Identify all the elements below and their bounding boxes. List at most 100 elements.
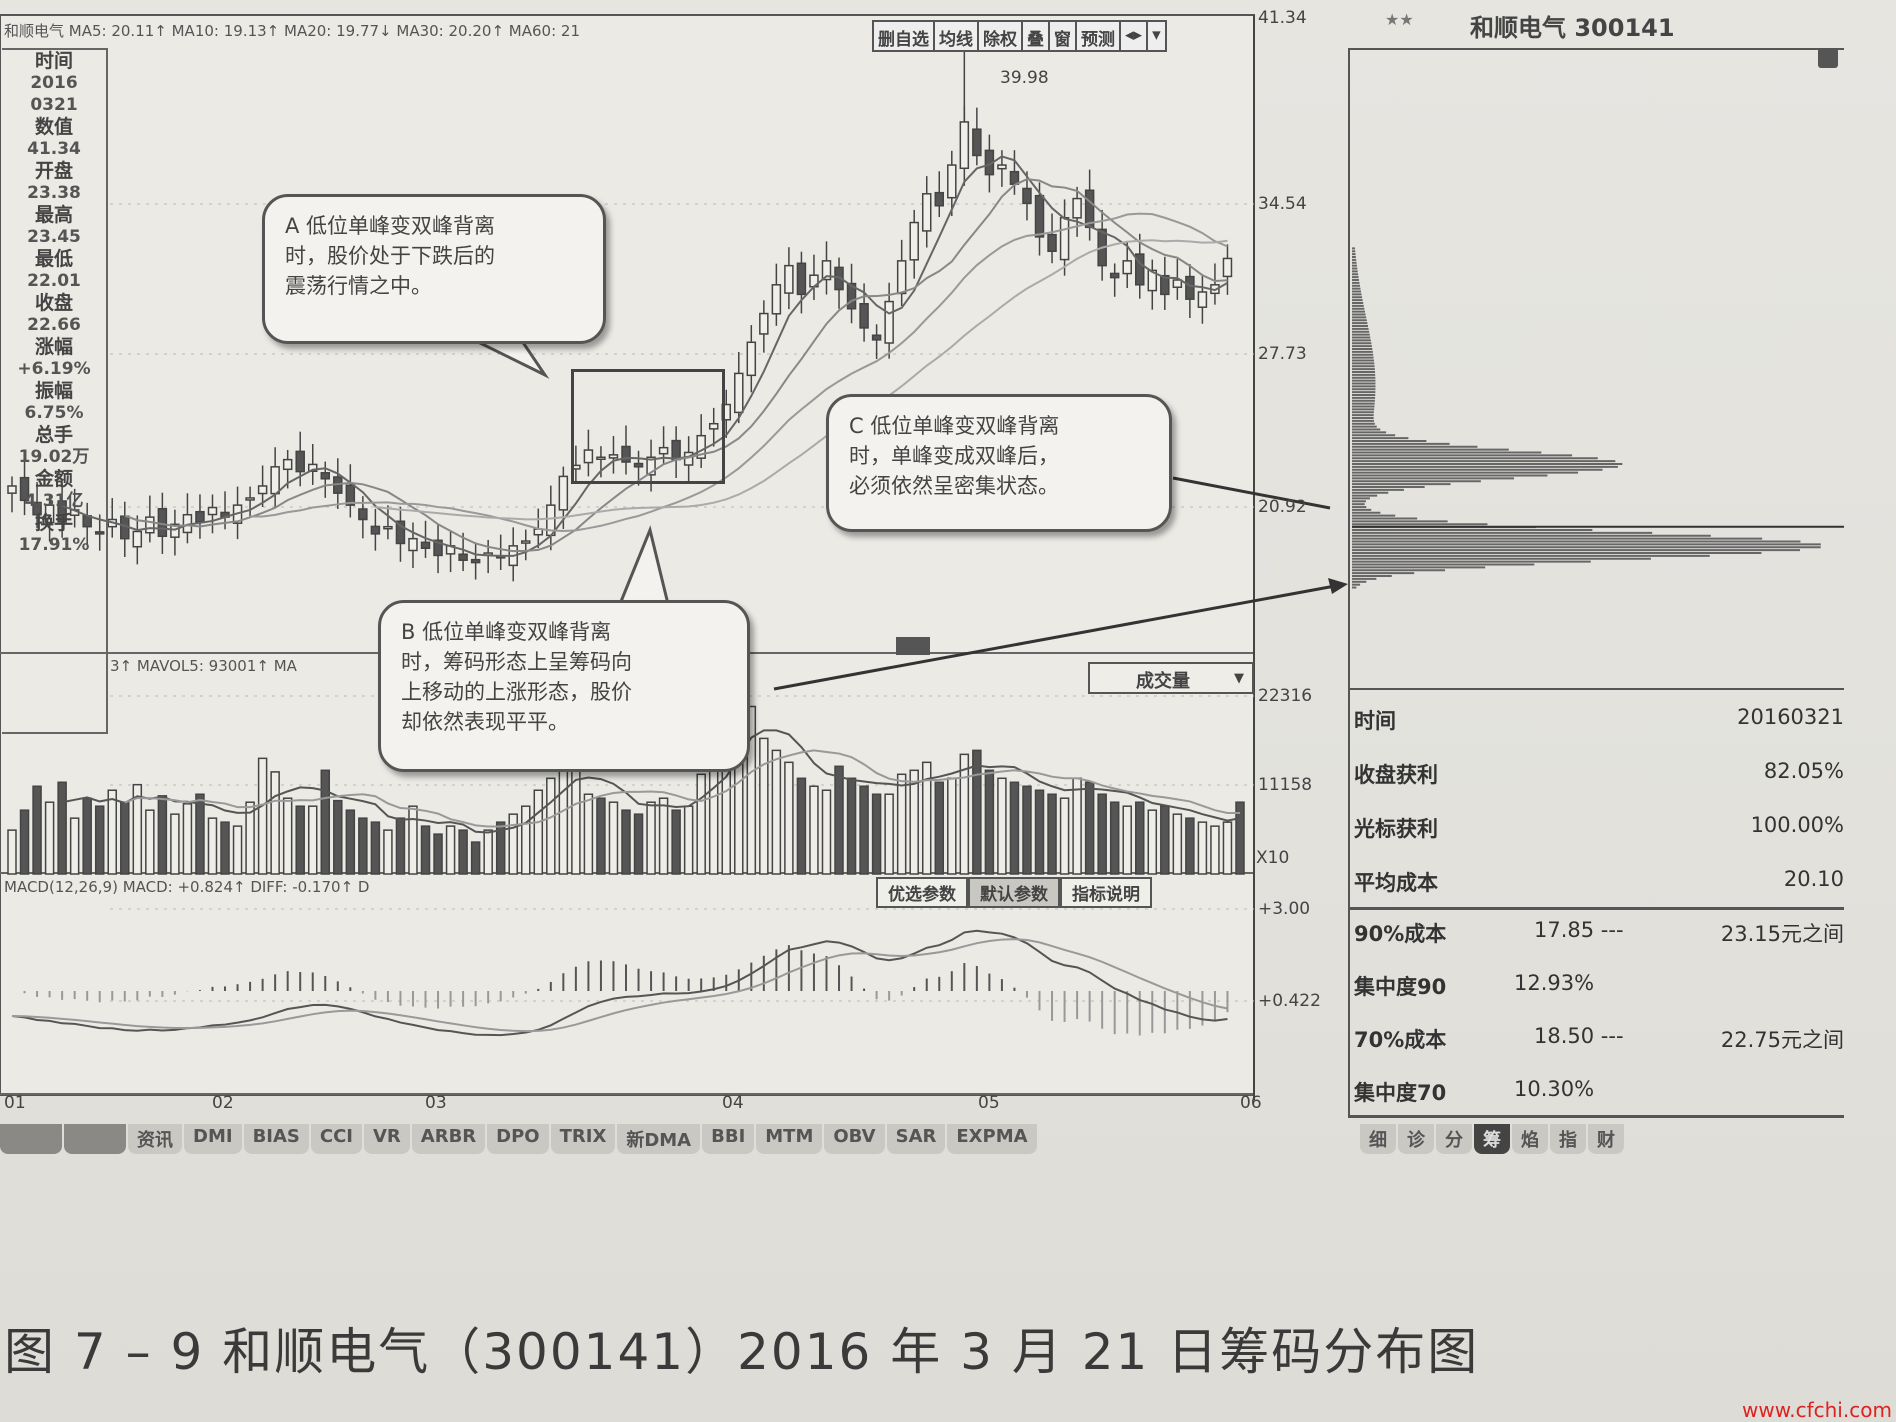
candle-body: [19, 476, 30, 502]
stat-value: 100.00%: [1750, 813, 1844, 837]
ma-button[interactable]: 均线: [935, 22, 979, 50]
candle-body: [997, 164, 1007, 170]
candle-body: [784, 264, 794, 294]
volume-bar: [1109, 801, 1120, 875]
tab[interactable]: 财: [1588, 1124, 1624, 1154]
date-tick: 05: [978, 1093, 1000, 1113]
tab[interactable]: [64, 1124, 126, 1154]
volume-bar: [1047, 793, 1057, 875]
tab[interactable]: 资讯: [128, 1124, 182, 1154]
volume-bar: [282, 797, 293, 875]
tab[interactable]: DPO: [487, 1124, 549, 1154]
date-tick: 01: [4, 1093, 26, 1113]
tab[interactable]: 焰: [1512, 1124, 1548, 1154]
volume-bar: [1235, 801, 1245, 875]
tab[interactable]: 指: [1550, 1124, 1586, 1154]
optimal-params-button[interactable]: 优选参数: [876, 877, 968, 908]
candle-body: [759, 312, 769, 335]
info-value: 23.38: [27, 183, 81, 203]
tab[interactable]: 细: [1360, 1124, 1396, 1154]
callout-line: A 低位单峰变双峰背离: [285, 214, 496, 238]
tab[interactable]: ARBR: [411, 1124, 486, 1154]
candle-body: [734, 372, 744, 414]
candle-body: [1122, 260, 1132, 275]
volume-bar: [245, 801, 255, 875]
chevron-down-icon[interactable]: ▾: [1148, 22, 1165, 50]
tab[interactable]: TRIX: [550, 1124, 616, 1154]
callout-a: A 低位单峰变双峰背离 时，股价处于下跌后的 震荡行情之中。: [262, 194, 606, 344]
candle-body: [1160, 274, 1170, 296]
ex-rights-button[interactable]: 除权: [979, 22, 1023, 50]
tab[interactable]: SAR: [886, 1124, 946, 1154]
candle-body: [295, 450, 305, 473]
mavol5-line: [61, 729, 1241, 834]
candle-body: [370, 525, 381, 535]
volume-bar: [658, 797, 669, 875]
info-label: 换手: [34, 512, 73, 534]
volume-bar: [1172, 813, 1183, 875]
callout-line: 上移动的上涨形态，股价: [401, 680, 632, 704]
stat-row: 平均成本 20.10: [1354, 867, 1844, 897]
stock-title: 和顺电气 300141: [1470, 14, 1675, 42]
arrows-icon[interactable]: ◂▸: [1121, 22, 1149, 50]
candle-body: [646, 456, 656, 476]
tab[interactable]: DMI: [184, 1124, 242, 1154]
info-label: 涨幅: [34, 336, 73, 358]
callout-line: C 低位单峰变双峰背离: [849, 414, 1060, 438]
tab[interactable]: 分: [1436, 1124, 1472, 1154]
candle-body: [257, 485, 268, 495]
volume-bar: [82, 797, 92, 875]
candle-body: [972, 128, 982, 157]
tab[interactable]: 新DMA: [617, 1124, 701, 1154]
candle-body: [145, 516, 155, 534]
candle-body: [846, 282, 857, 310]
tab[interactable]: 筹: [1474, 1124, 1510, 1154]
tab[interactable]: BBI: [702, 1124, 755, 1154]
candle-body: [1034, 194, 1045, 238]
tab[interactable]: BIAS: [243, 1124, 309, 1154]
indicator-help-button[interactable]: 指标说明: [1060, 877, 1152, 908]
window-button[interactable]: 窗: [1050, 22, 1077, 50]
tab[interactable]: MTM: [756, 1124, 823, 1154]
cost-low: 12.93%: [1514, 971, 1595, 995]
forecast-button[interactable]: 预测: [1077, 22, 1121, 50]
info-value: +6.19%: [17, 359, 91, 379]
stat-value: 20160321: [1737, 705, 1844, 729]
tab[interactable]: EXPMA: [947, 1124, 1037, 1154]
right-panel-tabs: 细诊分筹焰指财: [1360, 1124, 1624, 1154]
volume-tick: 22316: [1258, 686, 1313, 706]
volume-legend: 3↑ MAVOL5: 93001↑ MA: [110, 657, 297, 675]
tab[interactable]: CCI: [310, 1124, 362, 1154]
tab[interactable]: 诊: [1398, 1124, 1434, 1154]
info-label: 金额: [34, 468, 73, 490]
stat-value: 82.05%: [1763, 759, 1844, 783]
figure-caption: 图 7 – 9 和顺电气（300141）2016 年 3 月 21 日筹码分布图: [4, 1323, 1480, 1381]
candle-body: [834, 266, 844, 291]
volume-bar: [57, 781, 67, 875]
candle-body: [170, 523, 180, 538]
stat-label: 光标获利: [1354, 817, 1438, 841]
candle-body: [871, 334, 882, 341]
volume-bar: [120, 801, 130, 875]
callout-b-arrow: [773, 584, 1336, 691]
overlay-button[interactable]: 叠: [1023, 22, 1050, 50]
candle-body: [270, 466, 280, 495]
tab[interactable]: VR: [364, 1124, 410, 1154]
info-panel: 时间 2016 0321 数值 41.34 开盘 23.38 最高 23.45 最低 22.01 收盘…: [2, 48, 108, 734]
indicator-select[interactable]: 成交量 ▼: [1088, 662, 1254, 694]
cost-high: 22.75元之间: [1720, 1028, 1844, 1052]
tab[interactable]: [0, 1124, 62, 1154]
window-icon[interactable]: [1818, 48, 1838, 68]
callout-b: B 低位单峰变双峰背离 时，筹码形态上呈筹码向 上移动的上涨形态，股价 却依然表现平平…: [378, 600, 750, 772]
remove-favorite-button[interactable]: 删自选: [874, 22, 935, 50]
price-tick: 34.54: [1258, 194, 1307, 214]
info-label: 总手: [34, 424, 73, 446]
tab[interactable]: OBV: [824, 1124, 885, 1154]
volume-bar: [383, 829, 393, 875]
default-params-button[interactable]: 默认参数: [968, 877, 1060, 908]
volume-bar: [621, 809, 631, 875]
macd-tick: +3.00: [1258, 899, 1311, 919]
volume-bar: [32, 785, 42, 875]
volume-bar: [646, 801, 656, 875]
